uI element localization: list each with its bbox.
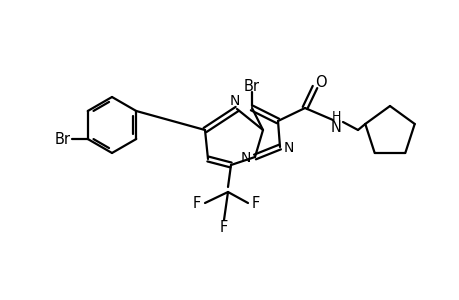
Text: N: N <box>230 94 240 108</box>
Text: F: F <box>192 196 201 211</box>
Text: Br: Br <box>55 131 71 146</box>
Text: O: O <box>314 74 326 89</box>
Text: N: N <box>241 151 251 165</box>
Text: F: F <box>219 220 228 235</box>
Text: N: N <box>330 119 341 134</box>
Text: H: H <box>330 110 340 122</box>
Text: Br: Br <box>243 79 259 94</box>
Text: F: F <box>252 196 259 211</box>
Text: N: N <box>283 141 294 155</box>
